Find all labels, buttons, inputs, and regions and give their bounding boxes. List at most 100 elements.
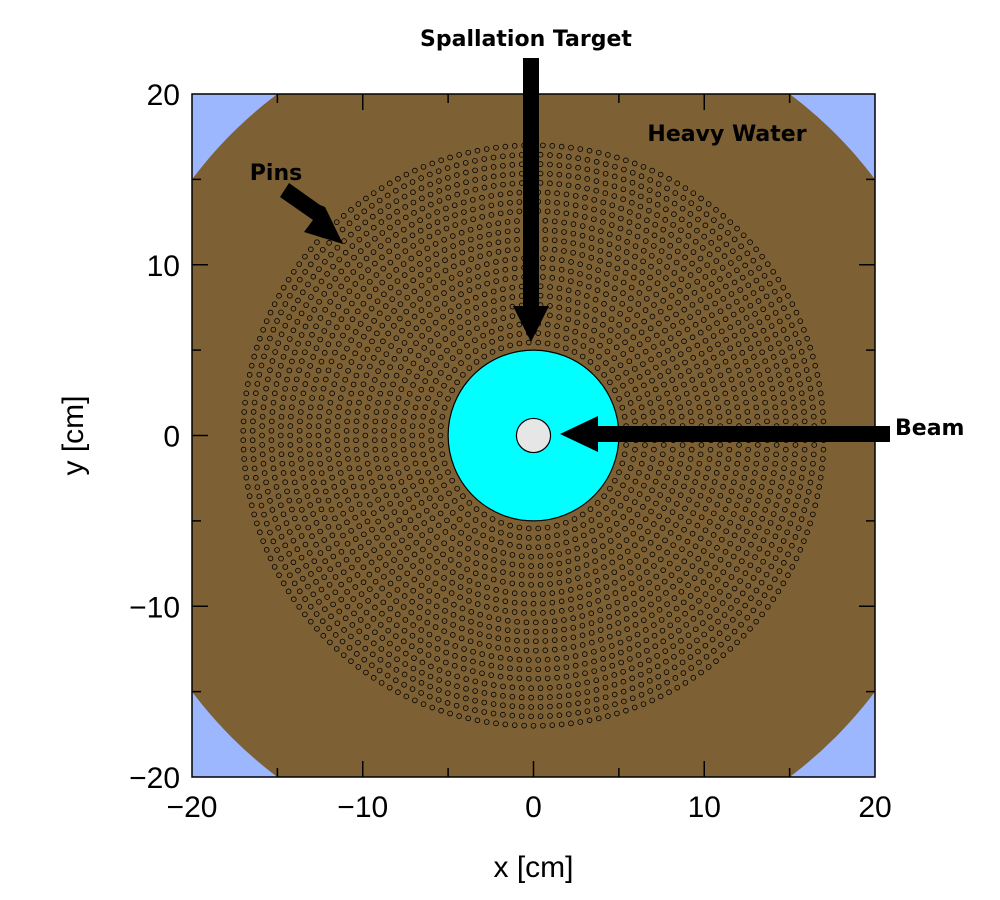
pin bbox=[700, 285, 707, 292]
pin bbox=[586, 264, 593, 270]
pin bbox=[709, 377, 715, 383]
pin bbox=[511, 265, 518, 272]
pin bbox=[367, 501, 373, 508]
pin bbox=[366, 470, 373, 476]
pin bbox=[251, 465, 258, 472]
pin bbox=[337, 502, 343, 508]
pin bbox=[470, 197, 476, 203]
pin bbox=[674, 616, 681, 623]
pin bbox=[583, 542, 589, 548]
pin bbox=[705, 465, 711, 472]
pin bbox=[340, 354, 346, 361]
pin bbox=[363, 669, 369, 676]
pin bbox=[606, 613, 612, 620]
pin bbox=[807, 385, 814, 392]
pin bbox=[666, 465, 673, 472]
pin bbox=[289, 460, 295, 467]
pin bbox=[722, 390, 729, 397]
pin bbox=[700, 579, 707, 586]
pin bbox=[410, 483, 416, 489]
pin bbox=[518, 553, 525, 559]
pin bbox=[755, 567, 762, 573]
pin bbox=[249, 437, 256, 444]
pin bbox=[325, 418, 332, 425]
pin bbox=[792, 413, 798, 420]
pin bbox=[561, 219, 567, 226]
pin bbox=[445, 680, 451, 687]
pin bbox=[489, 526, 495, 533]
pin bbox=[530, 591, 537, 598]
pin bbox=[282, 301, 289, 307]
pin bbox=[263, 547, 270, 553]
pin bbox=[479, 651, 486, 657]
pin bbox=[364, 404, 371, 411]
pin bbox=[795, 525, 802, 531]
pin bbox=[556, 702, 563, 709]
pin bbox=[465, 545, 471, 552]
pin bbox=[369, 479, 375, 485]
pin bbox=[296, 437, 303, 443]
pin bbox=[607, 379, 613, 386]
pin bbox=[349, 622, 356, 628]
pin bbox=[667, 304, 673, 311]
pin bbox=[651, 563, 657, 569]
pin bbox=[245, 381, 251, 387]
pin bbox=[433, 465, 440, 471]
pin bbox=[556, 171, 563, 178]
pin bbox=[420, 701, 427, 707]
pin bbox=[284, 376, 290, 383]
pin bbox=[619, 460, 626, 467]
pin bbox=[497, 191, 504, 198]
pin bbox=[401, 183, 407, 189]
pin bbox=[500, 683, 506, 690]
pin bbox=[291, 385, 298, 392]
pin bbox=[493, 259, 499, 265]
pin bbox=[353, 437, 359, 444]
pin bbox=[694, 227, 700, 234]
pin bbox=[708, 240, 714, 246]
pin bbox=[674, 500, 680, 507]
pin bbox=[418, 558, 425, 564]
x-tick-label: −10 bbox=[337, 791, 388, 824]
pin bbox=[624, 474, 631, 480]
pin bbox=[442, 607, 448, 614]
pin bbox=[798, 349, 805, 355]
pin bbox=[632, 386, 639, 393]
pin bbox=[782, 456, 788, 462]
pin bbox=[737, 287, 743, 293]
pin bbox=[780, 327, 787, 333]
pin bbox=[597, 248, 604, 254]
pin bbox=[575, 290, 581, 296]
pin bbox=[709, 312, 715, 319]
pin bbox=[734, 267, 740, 274]
pin bbox=[472, 186, 479, 193]
pin bbox=[434, 646, 441, 652]
pin bbox=[647, 539, 654, 546]
pin bbox=[667, 530, 674, 536]
pin bbox=[638, 460, 645, 467]
pin bbox=[623, 616, 630, 622]
pin bbox=[629, 199, 635, 206]
pin bbox=[433, 613, 439, 620]
pin bbox=[558, 721, 565, 728]
pin bbox=[589, 527, 595, 534]
pin bbox=[337, 363, 343, 369]
pin bbox=[406, 390, 413, 397]
pin bbox=[383, 351, 390, 357]
pin bbox=[656, 351, 662, 358]
pin bbox=[264, 520, 270, 527]
pin bbox=[363, 372, 370, 379]
pin bbox=[458, 335, 464, 342]
pin bbox=[766, 584, 773, 591]
pin bbox=[472, 167, 478, 174]
pin bbox=[617, 502, 624, 509]
pin bbox=[395, 470, 402, 476]
pin bbox=[638, 691, 645, 698]
pin bbox=[375, 518, 381, 525]
pin bbox=[387, 390, 393, 397]
pin bbox=[810, 460, 816, 467]
pin bbox=[535, 330, 542, 336]
pin bbox=[563, 529, 569, 536]
pin bbox=[344, 540, 351, 547]
pin bbox=[441, 482, 447, 489]
